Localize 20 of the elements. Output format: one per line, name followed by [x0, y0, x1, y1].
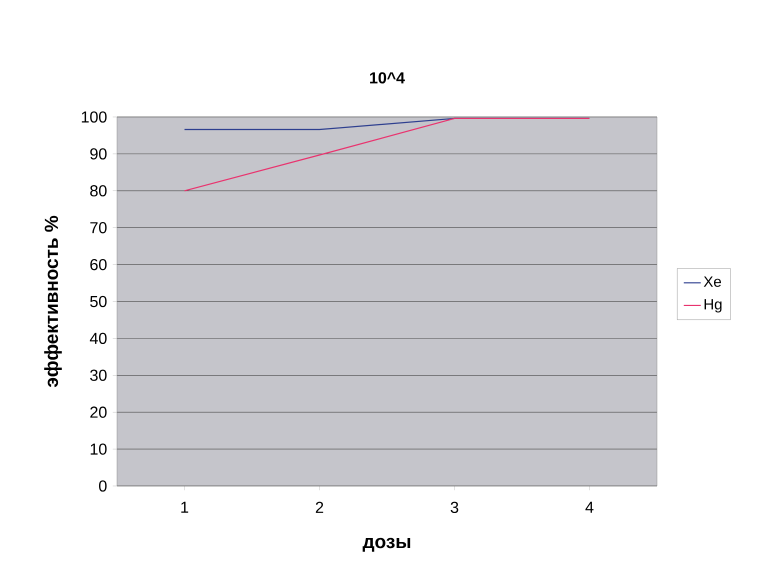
- y-tick-label: 0: [99, 480, 107, 492]
- y-tick-label: 40: [90, 332, 107, 344]
- x-tick-label: 2: [316, 502, 324, 513]
- y-tick-label: 90: [90, 148, 107, 160]
- y-tick-label: 60: [90, 258, 107, 270]
- x-tick-label: 3: [450, 502, 458, 514]
- y-tick-label: 50: [90, 296, 107, 308]
- y-tick-label: 30: [90, 370, 107, 381]
- x-tick-label: 1: [181, 502, 188, 513]
- x-axis-title: дозы: [362, 538, 410, 552]
- y-tick-label: 100: [82, 111, 107, 123]
- y-tick-label: 70: [90, 222, 107, 234]
- y-tick-label: 20: [90, 406, 107, 418]
- legend-label: Hg: [704, 299, 722, 312]
- x-tick-label: 4: [585, 502, 594, 513]
- y-tick-label: 10: [90, 443, 107, 455]
- y-tick-label: 80: [90, 185, 107, 196]
- legend-label: Xe: [704, 276, 721, 287]
- y-axis-title: эффективность %: [44, 216, 62, 388]
- chart-title: 10^4: [370, 72, 405, 84]
